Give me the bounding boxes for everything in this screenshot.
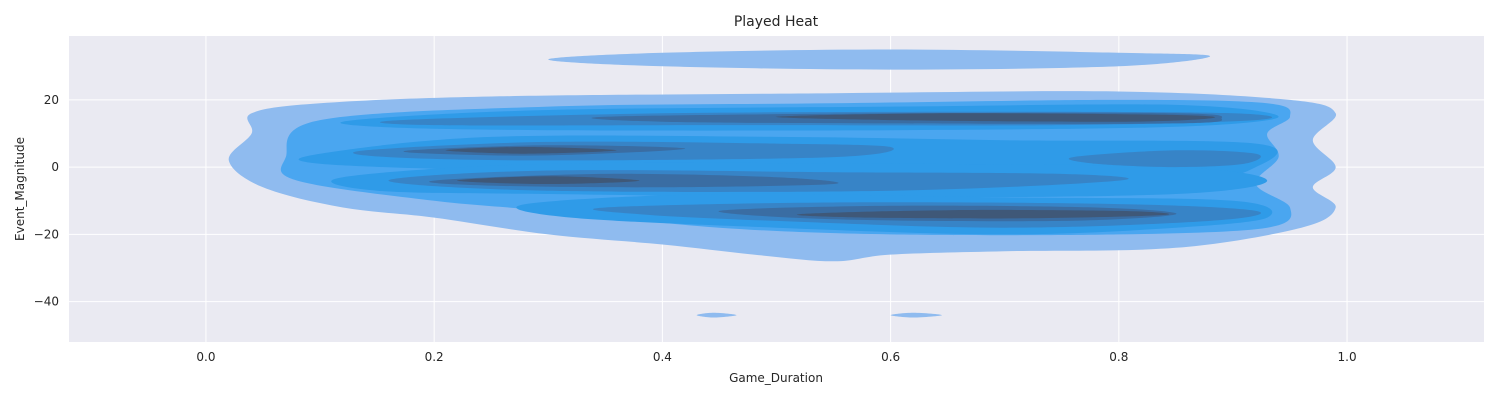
density-level-6-region (445, 147, 617, 154)
x-ticks: 0.0 0.2 0.4 0.6 0.8 1.0 (196, 350, 1356, 364)
x-tick-label: 0.6 (881, 350, 900, 364)
y-tick-label: 0 (51, 160, 59, 174)
x-tick-label: 0.2 (425, 350, 444, 364)
y-ticks: −40 −20 0 20 (34, 93, 59, 309)
y-tick-label: 20 (44, 93, 59, 107)
y-tick-label: −40 (34, 295, 59, 309)
density-level-1-region (696, 312, 737, 318)
density-level-6-region (775, 113, 1216, 122)
y-axis-label: Event_Magnitude (13, 137, 27, 241)
y-tick-label: −20 (34, 227, 59, 241)
density-level-6-region (457, 176, 640, 184)
x-tick-label: 0.8 (1109, 350, 1128, 364)
density-level-1-region (890, 312, 942, 318)
density-level-6-region (796, 209, 1170, 219)
density-level-4-region (1068, 150, 1261, 168)
x-tick-label: 1.0 (1338, 350, 1357, 364)
x-tick-label: 0.4 (653, 350, 672, 364)
x-axis-label: Game_Duration (729, 371, 823, 385)
density-contours (228, 49, 1337, 318)
chart-title: Played Heat (734, 14, 819, 30)
x-tick-label: 0.0 (196, 350, 215, 364)
density-level-1-region (548, 49, 1211, 70)
